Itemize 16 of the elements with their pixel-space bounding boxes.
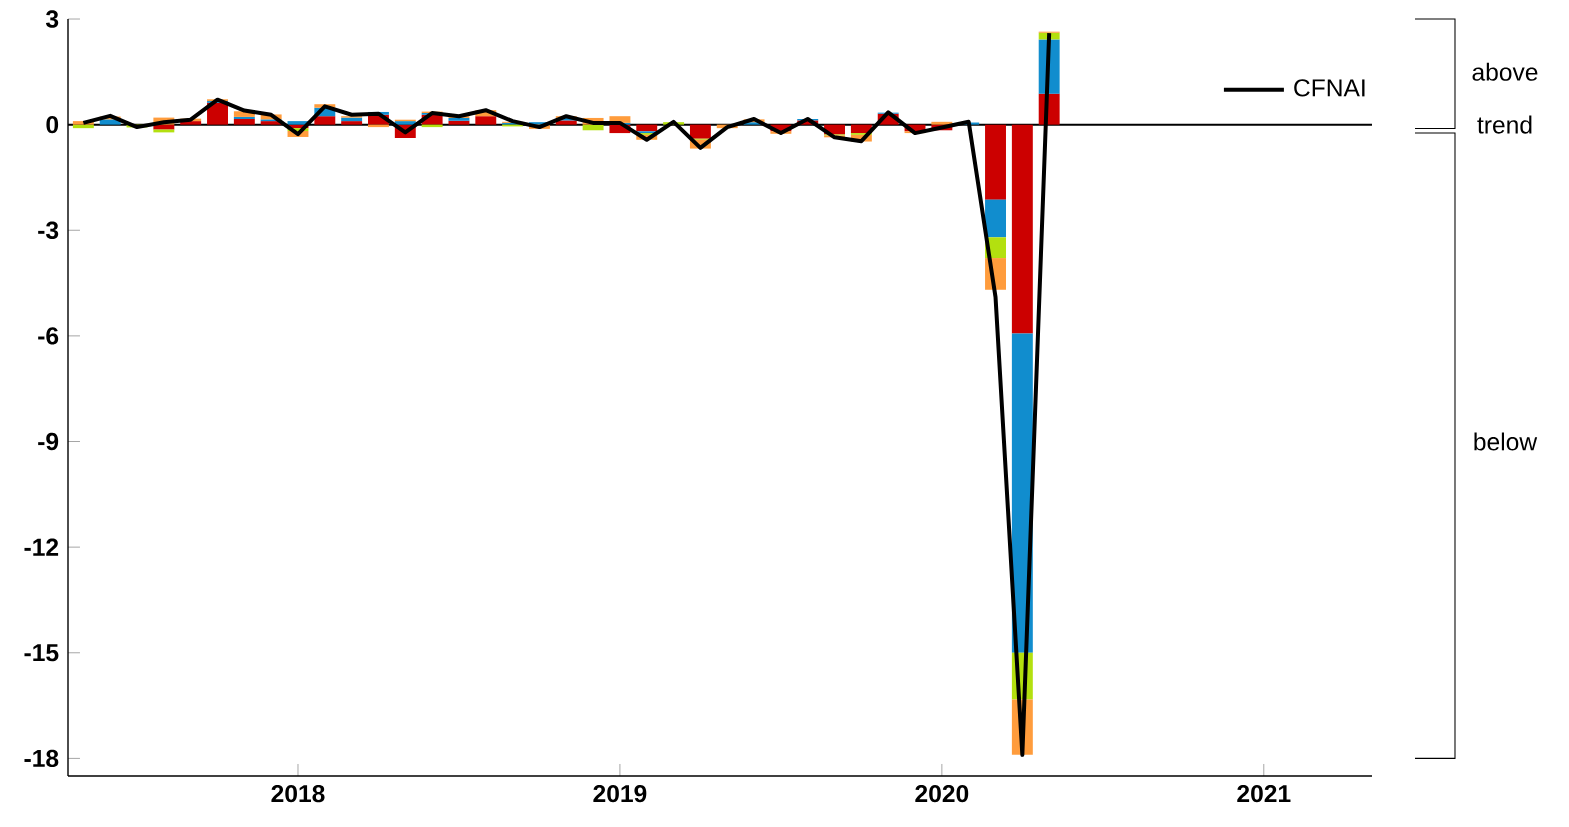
text: below <box>1474 432 1538 451</box>
x-tick-label: 2021 <box>1237 784 1291 803</box>
legend-label: CFNAI <box>1294 79 1365 97</box>
x-tick-label: 2019 <box>593 784 647 803</box>
text: trend <box>1477 115 1532 134</box>
y-tick-label: -18 <box>24 749 59 768</box>
y-tick-label: -6 <box>38 327 59 345</box>
y-tick-label: -12 <box>24 538 59 556</box>
text: above <box>1472 62 1538 81</box>
y-tick-label: 3 <box>45 10 59 28</box>
y-tick-label: 0 <box>46 115 59 134</box>
y-tick-label: -9 <box>38 432 59 451</box>
y-tick-label: -15 <box>24 644 59 662</box>
x-tick-label: 2020 <box>915 784 969 803</box>
y-tick-label: -3 <box>38 221 59 239</box>
x-tick-label: 2018 <box>271 784 325 803</box>
